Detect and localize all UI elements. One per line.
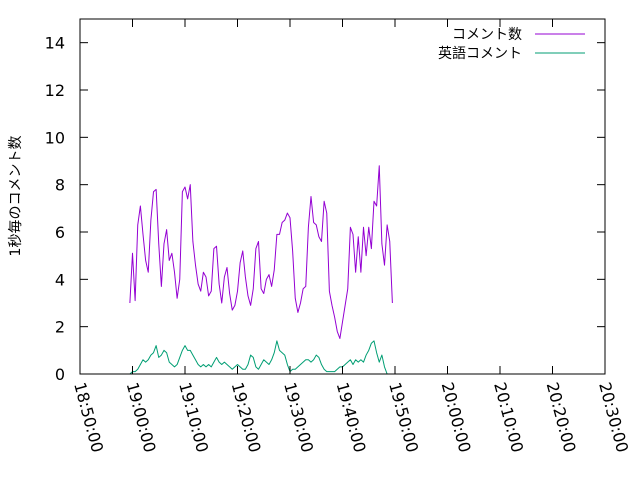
y-tick-label: 10 <box>45 128 65 147</box>
legend-label: コメント数 <box>452 27 522 43</box>
y-tick-label: 14 <box>45 34 65 53</box>
y-axis-label: 1秒毎のコメント数 <box>8 136 24 257</box>
series-line-1 <box>129 165 393 339</box>
y-axis: 0 2 4 6 8 10 12 14 <box>45 34 605 384</box>
y-tick-label: 4 <box>55 270 65 289</box>
y-tick-label: 8 <box>55 176 65 195</box>
legend-label: 英語コメント <box>438 45 522 62</box>
series-layer <box>129 165 393 375</box>
y-tick-label: 12 <box>45 81 65 100</box>
series-line-2 <box>129 340 388 375</box>
y-tick-label: 0 <box>55 365 65 384</box>
y-tick-label: 2 <box>55 318 65 337</box>
y-tick-label: 6 <box>55 223 65 242</box>
